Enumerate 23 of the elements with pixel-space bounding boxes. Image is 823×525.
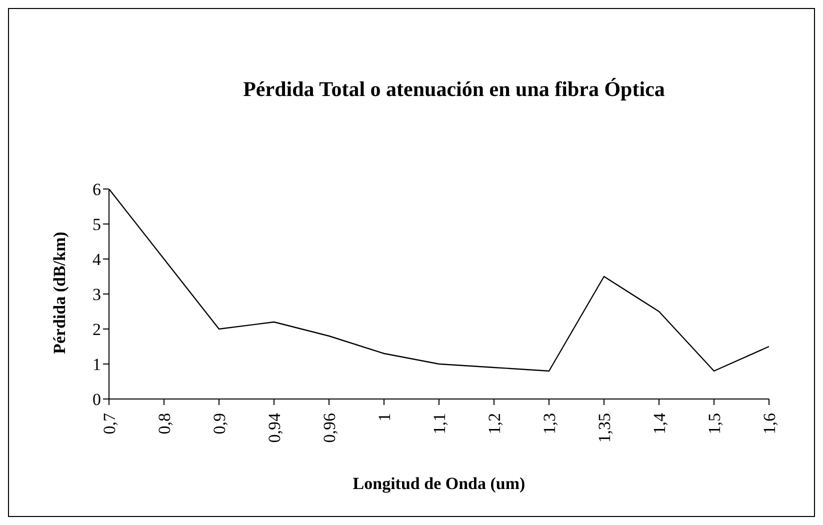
y-tick-label: 3 [92,285,101,304]
x-tick-label: 0,7 [100,412,120,434]
x-tick-label: 0,9 [210,413,230,434]
y-tick-label: 2 [92,320,101,340]
y-tick-label: 4 [92,250,102,270]
x-tick-label: 1,3 [540,413,560,434]
x-tick-label: 1,1 [430,413,450,434]
y-tick-label: 0 [92,390,101,410]
x-tick-label: 1,2 [485,413,504,434]
x-tick-label: 1,5 [705,413,724,434]
x-axis-title: Longitud de Onda (um) [352,474,526,493]
x-tick-label: 1,35 [595,413,614,443]
x-tick-label: 0,96 [320,413,340,443]
y-tick-label: 5 [92,215,101,234]
x-tick-label: 1,6 [760,413,780,434]
x-tick-label: 1 [375,413,394,422]
x-tick-label: 0,94 [265,412,284,443]
chart-title: Pérdida Total o atenuación en una fibra Óptica [242,76,666,103]
y-axis-title: Pérdida (dB/km) [50,232,70,354]
y-tick-label: 1 [92,355,101,374]
y-tick-label: 6 [92,180,101,200]
x-tick-label: 0,8 [155,413,174,434]
x-tick-label: 1,4 [650,412,670,434]
